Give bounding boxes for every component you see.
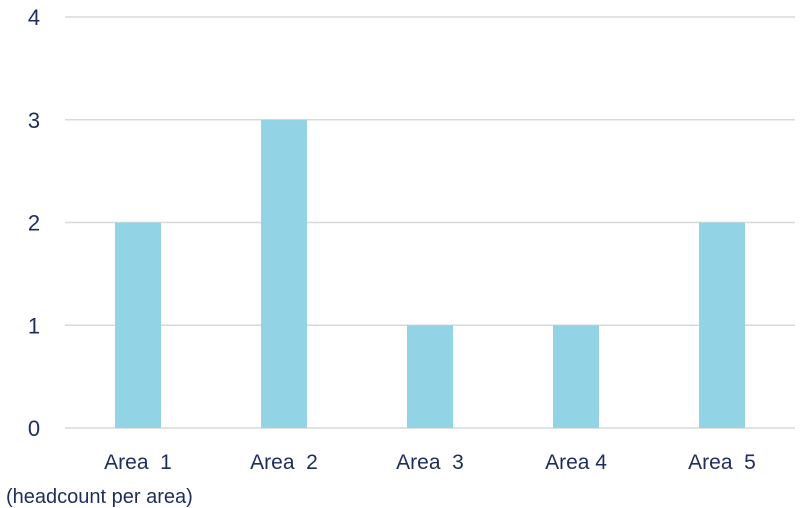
y-tick-label: 0 <box>28 416 40 441</box>
bars <box>115 119 745 428</box>
x-axis-ticks: Area 1 Area 2 Area 3 Area 4 Area 5 <box>104 451 756 474</box>
y-tick-label: 2 <box>28 211 40 236</box>
x-tick-label: Area 5 <box>688 451 756 474</box>
chart-footnote: (headcount per area) <box>6 486 193 508</box>
bar <box>553 325 599 428</box>
y-tick-label: 1 <box>28 313 40 338</box>
x-tick-label: Area 3 <box>396 451 464 474</box>
x-tick-label: Area 1 <box>104 451 172 474</box>
bar <box>261 119 307 428</box>
bar <box>407 325 453 428</box>
x-tick-label: Area 4 <box>545 451 607 474</box>
y-tick-label: 3 <box>28 108 40 133</box>
y-axis-ticks: 0 1 2 3 4 <box>28 5 40 441</box>
gridlines <box>65 16 795 429</box>
bar <box>115 222 161 428</box>
x-tick-label: Area 2 <box>250 451 318 474</box>
bar <box>699 222 745 428</box>
y-tick-label: 4 <box>28 5 40 30</box>
